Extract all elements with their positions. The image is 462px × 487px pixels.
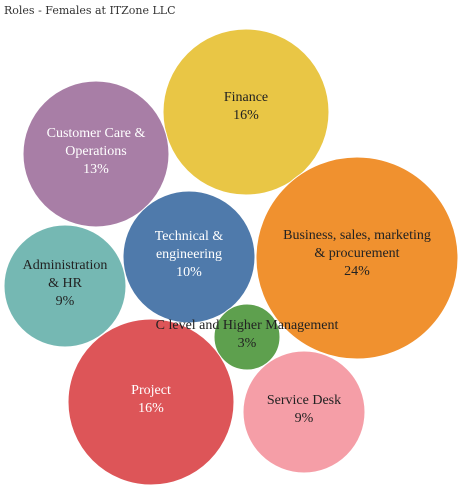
bubble-value-business-sales-marketing-procurement: 24% (344, 264, 370, 279)
chart-title: Roles - Females at ITZone LLC (4, 4, 176, 17)
bubble-c-level-and-higher-management (213, 303, 281, 371)
bubble-technical-engineering (122, 190, 256, 324)
bubble-service-desk (242, 350, 366, 474)
bubbles-group: Finance 16% Customer Care & Operations 13% Bu… (3, 28, 459, 486)
bubble-project (67, 318, 235, 486)
bubble-value-project: 16% (138, 401, 164, 416)
bubble-label-technical-engineering: engineering (156, 247, 222, 262)
bubble-value-technical-engineering: 10% (176, 265, 202, 280)
bubble-finance (162, 28, 330, 196)
bubble-label-project: Project (131, 383, 171, 398)
bubble-value-customer-care-operations: 13% (83, 162, 109, 177)
bubble-label-administration-hr: Administration (23, 258, 108, 273)
bubble-customer-care-operations (22, 80, 170, 228)
bubble-value-administration-hr: 9% (56, 294, 75, 309)
bubble-label-administration-hr: & HR (48, 276, 83, 291)
bubble-label-service-desk: Service Desk (267, 393, 341, 408)
bubble-label-technical-engineering: Technical & (155, 229, 224, 244)
bubble-value-c-level-and-higher-management: 3% (238, 336, 257, 351)
bubble-label-business-sales-marketing-procurement: Business, sales, marketing (283, 228, 431, 243)
bubble-label-business-sales-marketing-procurement: & procurement (314, 246, 399, 261)
bubble-label-customer-care-operations: Customer Care & (47, 126, 146, 141)
bubble-administration-hr (3, 224, 127, 348)
bubble-label-finance: Finance (224, 90, 268, 105)
bubble-label-customer-care-operations: Operations (65, 144, 126, 159)
bubble-business-sales-marketing-procurement (255, 156, 459, 360)
bubble-value-service-desk: 9% (295, 411, 314, 426)
bubble-label-c-level-and-higher-management: C level and Higher Management (156, 318, 339, 333)
bubble-value-finance: 16% (233, 108, 259, 123)
